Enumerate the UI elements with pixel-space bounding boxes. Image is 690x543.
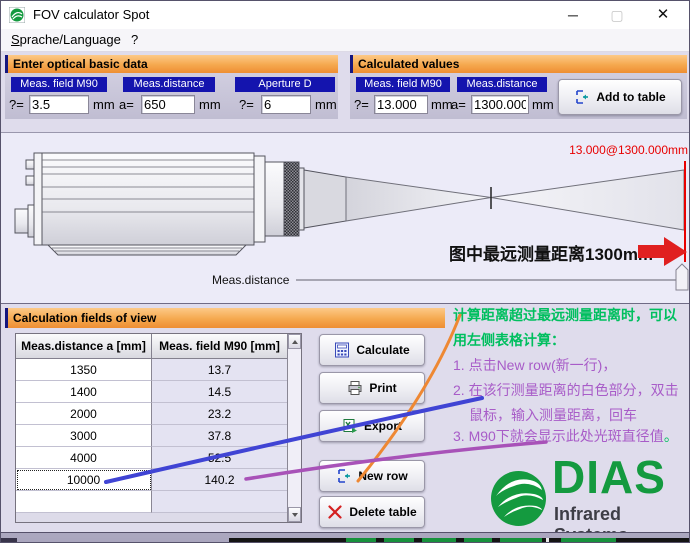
export-excel-icon <box>343 419 357 433</box>
spot-size-label: 13.000@1300.000mm <box>569 143 688 157</box>
distance-cell[interactable]: 1350 <box>16 359 152 381</box>
menu-item-language[interactable]: Sprache/Language <box>5 29 127 51</box>
background-window-sliver <box>1 538 689 542</box>
dias-logo-icon <box>491 471 546 526</box>
minimize-icon[interactable]: ─ <box>568 7 578 23</box>
print-label: Print <box>369 381 397 395</box>
calculate-button[interactable]: Calculate <box>319 334 425 366</box>
menu-language-rest: prache/Language <box>19 32 121 47</box>
distance-cell[interactable]: 3000 <box>16 425 152 447</box>
meas-field-unit: mm <box>93 97 115 112</box>
distance-cell-empty[interactable] <box>16 491 152 513</box>
calc-distance-label: Meas.distance <box>457 77 547 92</box>
fov-table: Meas.distance a [mm] Meas. field M90 [mm… <box>15 333 302 523</box>
distance-slider[interactable]: Meas.distance <box>212 263 689 291</box>
calc-field-unit: mm <box>431 97 453 112</box>
field-cell: 23.2 <box>152 403 288 425</box>
note-step3-text: 3. M90下就会显示此处光斑直径值 <box>453 428 664 444</box>
add-to-table-label: Add to table <box>596 90 666 104</box>
field-cell: 52.5 <box>152 447 288 469</box>
note-step2b: 鼠标，输入测量距离，回车 <box>469 407 637 423</box>
export-label: Export <box>363 419 402 433</box>
note-step3: 3. M90下就会显示此处光斑直径值。 <box>453 428 678 445</box>
meas-distance-input[interactable] <box>141 95 195 114</box>
dias-logo-text: DIAS <box>552 451 666 503</box>
meas-field-prefix: ?= <box>9 97 24 112</box>
field-cell: 37.8 <box>152 425 288 447</box>
col-header-distance: Meas.distance a [mm] <box>16 334 152 359</box>
field-cell: 13.7 <box>152 359 288 381</box>
meas-distance-unit: mm <box>199 97 221 112</box>
delete-table-button[interactable]: Delete table <box>319 496 425 528</box>
meas-field-label: Meas. field M90 <box>11 77 107 92</box>
note-step3-period: 。 <box>663 428 678 444</box>
new-row-icon <box>338 469 351 483</box>
close-icon[interactable]: ✕ <box>656 6 670 23</box>
field-cell: 140.2 <box>152 469 288 491</box>
calculated-values-group: Calculated values Meas. field M90 Meas.d… <box>350 55 687 119</box>
calculated-group-header: Calculated values <box>350 55 687 73</box>
menu-bar: Sprache/Language ? <box>1 29 689 52</box>
menu-item-help[interactable]: ? <box>131 32 139 47</box>
red-arrow-icon <box>638 237 687 266</box>
optical-basic-data-group: Enter optical basic data Meas. field M90… <box>5 55 338 119</box>
calc-distance-output <box>471 95 529 114</box>
calc-field-output <box>374 95 428 114</box>
max-distance-annotation: 图中最远测量距离1300mm <box>449 244 653 264</box>
note-green-line2: 用左侧表格计算： <box>453 332 565 348</box>
col-header-field: Meas. field M90 [mm] <box>152 334 288 359</box>
add-row-icon <box>576 90 589 104</box>
note-green-line1: 计算距离超过最远测量距离时，可以 <box>453 307 677 323</box>
calc-field-label: Meas. field M90 <box>356 77 450 92</box>
title-bar: FOV calculator Spot ─ ▢ ✕ <box>1 1 689 29</box>
window-bottom-border <box>1 532 689 538</box>
new-row-label: New row <box>358 469 408 483</box>
aperture-prefix: ?= <box>239 97 254 112</box>
new-row-button[interactable]: New row <box>319 460 425 492</box>
aperture-unit: mm <box>315 97 337 112</box>
printer-icon <box>348 381 362 395</box>
maximize-icon: ▢ <box>610 7 624 23</box>
slider-label: Meas.distance <box>212 273 290 287</box>
delete-x-icon <box>328 505 342 519</box>
calculate-label: Calculate <box>356 343 410 357</box>
field-cell-empty <box>152 491 288 513</box>
fov-diagram: 13.000@1300.000mm 图中最远测量距离1300mm Meas.di… <box>14 143 689 291</box>
meas-distance-label: Meas.distance <box>123 77 215 92</box>
aperture-label: Aperture D <box>235 77 335 92</box>
optical-group-header: Enter optical basic data <box>5 55 338 73</box>
calc-distance-unit: mm <box>532 97 554 112</box>
note-step2a: 2. 在该行测量距离的白色部分，双击 <box>453 382 679 398</box>
delete-table-label: Delete table <box>349 505 417 519</box>
meas-distance-prefix: a= <box>119 97 134 112</box>
app-logo-icon <box>9 7 25 23</box>
table-scrollbar[interactable] <box>287 334 301 522</box>
note-step1: 1. 点击New row(新一行)， <box>453 357 617 373</box>
calculator-icon <box>335 342 350 358</box>
distance-cell[interactable]: 1400 <box>16 381 152 403</box>
aperture-input[interactable] <box>261 95 311 114</box>
measurement-beam <box>345 169 685 231</box>
print-button[interactable]: Print <box>319 372 425 404</box>
export-button[interactable]: Export <box>319 410 425 442</box>
field-cell: 14.5 <box>152 381 288 403</box>
calc-distance-prefix: a= <box>451 97 466 112</box>
add-to-table-button[interactable]: Add to table <box>558 79 682 115</box>
distance-cell-selected[interactable]: 10000 <box>16 469 152 491</box>
distance-cell[interactable]: 4000 <box>16 447 152 469</box>
window-title: FOV calculator Spot <box>33 7 150 22</box>
fov-diagram-panel: 13.000@1300.000mm 图中最远测量距离1300mm Meas.di… <box>1 132 689 304</box>
calc-field-prefix: ?= <box>354 97 369 112</box>
meas-field-input[interactable] <box>29 95 89 114</box>
scroll-down-icon[interactable] <box>288 507 301 522</box>
table-group-header: Calculation fields of view <box>5 308 445 328</box>
slider-thumb[interactable] <box>675 263 689 291</box>
distance-cell[interactable]: 2000 <box>16 403 152 425</box>
pyrometer-device <box>14 152 347 256</box>
scroll-up-icon[interactable] <box>288 334 301 349</box>
menu-language-initial: S <box>11 32 20 47</box>
